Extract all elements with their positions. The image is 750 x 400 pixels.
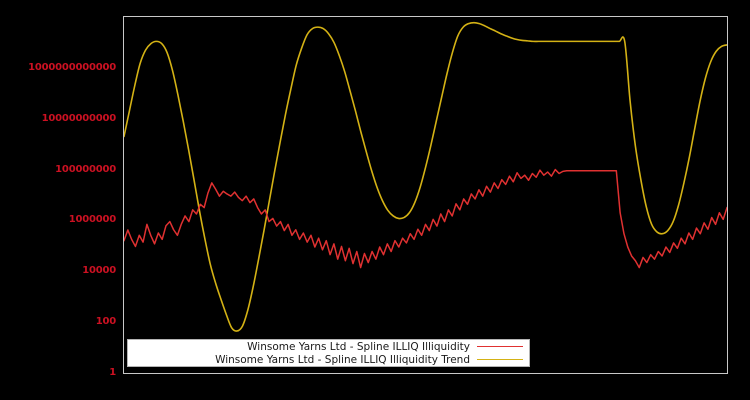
y-tick-label: 1000000 [68,214,117,226]
y-tick-label: 10000 [82,265,116,277]
trend-line-path [124,21,727,332]
series-canvas [124,21,727,332]
plot-clip [124,17,727,373]
legend-item-trend: Winsome Yarns Ltd - Spline ILLIQ Illiqui… [128,353,523,366]
y-axis: 1 100 10000 1000000 100000000 10000000000 1000… [0,0,120,400]
plot-area [123,16,728,374]
legend-swatch-trend [477,359,523,360]
y-tick-label: 100000000 [55,163,116,175]
legend-swatch-illiquidity [477,346,523,347]
y-tick-label: 1 [109,367,116,378]
y-tick-label: 1000000000000 [28,61,116,73]
legend-label-trend: Winsome Yarns Ltd - Spline ILLIQ Illiqui… [215,353,470,366]
illiquidity-line-path [124,168,727,269]
legend-label-illiquidity: Winsome Yarns Ltd - Spline ILLIQ Illiqui… [247,340,470,353]
chart-legend: Winsome Yarns Ltd - Spline ILLIQ Illiqui… [127,339,530,367]
y-tick-label: 100 [95,316,116,328]
y-tick-label: 10000000000 [41,112,117,124]
legend-item-illiquidity: Winsome Yarns Ltd - Spline ILLIQ Illiqui… [128,340,523,353]
